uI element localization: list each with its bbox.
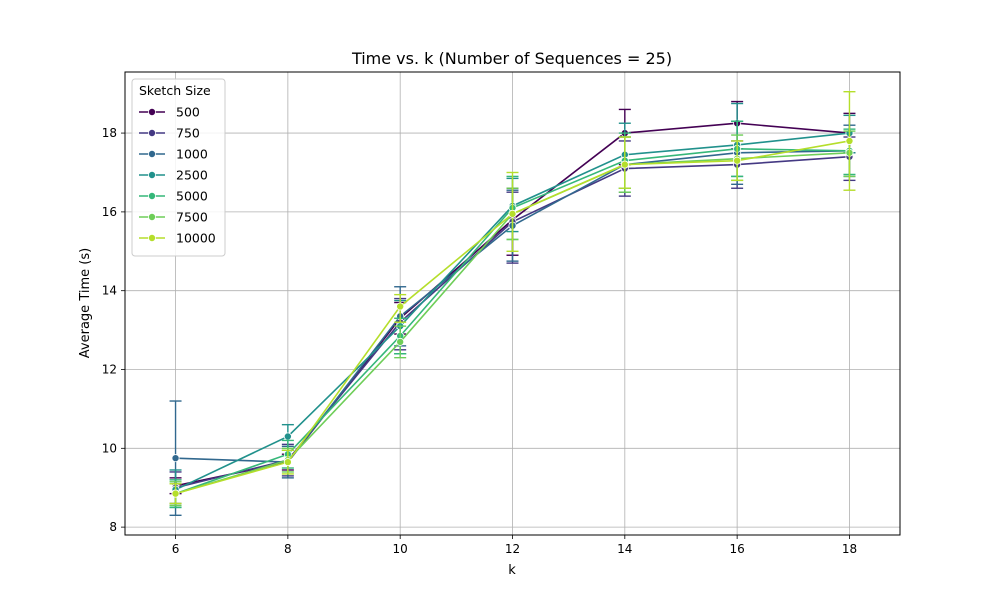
legend-item: 750 [139,126,200,141]
x-tick-label: 10 [393,542,408,556]
x-tick-label: 12 [505,542,520,556]
legend-label: 10000 [176,231,216,246]
y-tick-label: 10 [102,441,117,455]
legend-item: 1000 [139,147,208,162]
series-10000 [169,91,856,505]
data-point [171,489,180,498]
legend-item: 500 [139,105,200,120]
legend: Sketch Size 500 750 1000 2500 5000 7500 10000 [131,78,226,257]
legend-marker [147,128,156,137]
legend-marker [147,191,156,200]
legend-label: 750 [176,126,200,141]
y-tick-label: 8 [109,520,117,534]
x-tick-label: 16 [729,542,744,556]
legend-label: 500 [176,105,200,120]
series-area [169,91,856,516]
legend-label: 7500 [176,210,208,225]
x-axis-label: k [508,563,516,578]
legend-title: Sketch Size [139,83,211,98]
data-point [283,458,292,467]
y-tick-label: 16 [102,205,117,219]
data-point [508,209,517,218]
data-point [733,156,742,165]
y-tick-label: 12 [102,363,117,377]
legend-label: 5000 [176,189,208,204]
legend-marker [147,170,156,179]
grid [125,72,900,535]
legend-marker [147,212,156,221]
chart-title: Time vs. k (Number of Sequences = 25) [351,49,672,68]
data-point [396,302,405,311]
legend-box [131,78,226,257]
legend-label: 2500 [176,168,208,183]
axes: 6 8 10 12 14 16 18 8 10 12 14 16 18 [102,126,857,556]
legend-marker [147,149,156,158]
legend-item: 7500 [139,210,208,225]
x-tick-label: 18 [842,542,857,556]
data-point [396,337,405,346]
data-point [620,160,629,169]
y-tick-label: 14 [102,284,117,298]
data-point [171,454,180,463]
data-point [283,432,292,441]
data-point [845,136,854,145]
legend-marker [147,233,156,242]
y-tick-label: 18 [102,126,117,140]
legend-marker [147,108,156,117]
x-tick-label: 8 [284,542,292,556]
legend-item: 5000 [139,189,208,204]
y-axis-label: Average Time (s) [78,248,93,358]
x-tick-label: 14 [617,542,632,556]
legend-item: 2500 [139,168,208,183]
legend-label: 1000 [176,147,208,162]
x-tick-label: 6 [172,542,180,556]
legend-item: 10000 [139,231,216,246]
